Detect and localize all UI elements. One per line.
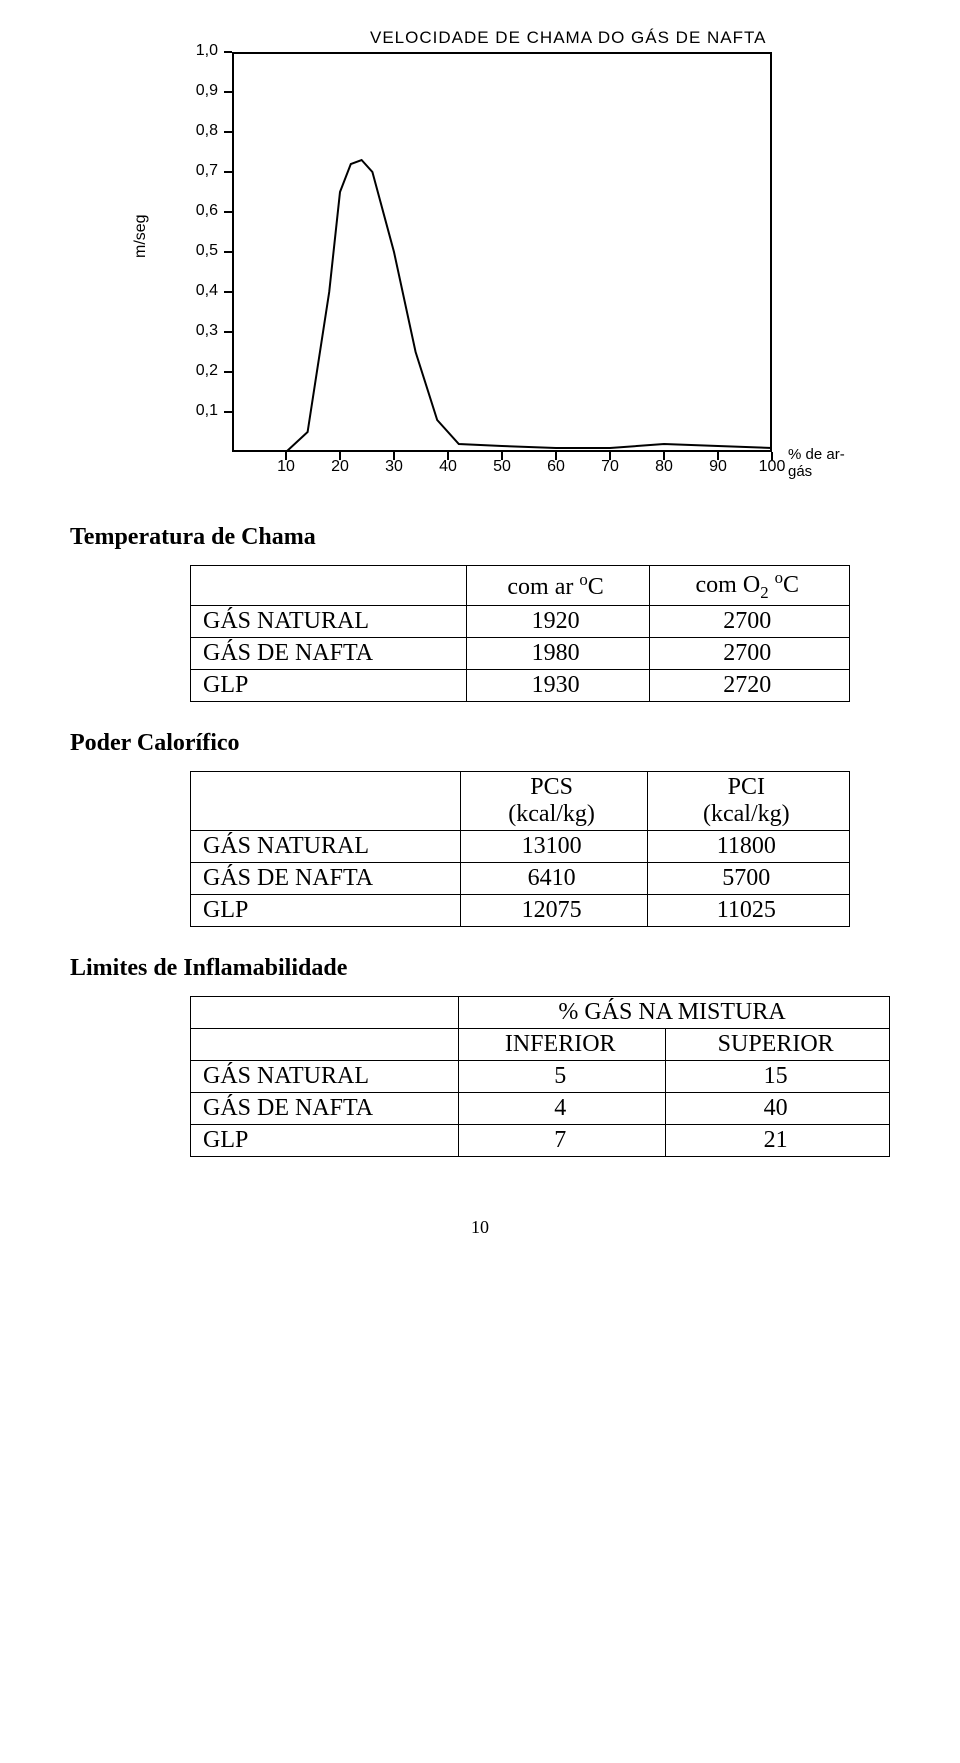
table-cell: 12075 — [460, 894, 647, 926]
table-cell: 2700 — [649, 605, 849, 637]
table-limites: % GÁS NA MISTURA INFERIOR SUPERIOR GÁS N… — [190, 996, 890, 1157]
table-row: GÁS DE NAFTA 1980 2700 — [191, 637, 850, 669]
table-header: SUPERIOR — [666, 1028, 890, 1060]
table-cell: GÁS DE NAFTA — [191, 862, 461, 894]
chart-curve — [232, 52, 772, 452]
chart-ytick-label: 0,4 — [174, 282, 218, 300]
table-poder-calorifico: PCS(kcal/kg) PCI(kcal/kg) GÁS NATURAL 13… — [190, 771, 850, 927]
table-row: GÁS DE NAFTA 6410 5700 — [191, 862, 850, 894]
table-cell: 5700 — [647, 862, 849, 894]
table-header: PCS(kcal/kg) — [460, 771, 647, 830]
chart-xtick-label: 40 — [433, 458, 463, 476]
table-cell — [191, 771, 461, 830]
table-cell: 15 — [666, 1060, 890, 1092]
table-cell — [191, 566, 467, 606]
table-cell: GÁS NATURAL — [191, 1060, 459, 1092]
table-header: com O2 oC — [649, 566, 849, 606]
table-cell: 2720 — [649, 669, 849, 701]
chart-title: VELOCIDADE DE CHAMA DO GÁS DE NAFTA — [370, 28, 766, 48]
table-row: GÁS DE NAFTA 4 40 — [191, 1092, 890, 1124]
chart-ytick-label: 0,7 — [174, 162, 218, 180]
table-row: GÁS NATURAL 5 15 — [191, 1060, 890, 1092]
table-cell: GÁS NATURAL — [191, 605, 467, 637]
table-cell — [191, 1028, 459, 1060]
heading-temperatura: Temperatura de Chama — [70, 524, 890, 551]
chart-xtick-label: 100 — [757, 458, 787, 476]
page-number: 10 — [70, 1217, 890, 1238]
table-cell: 7 — [459, 1124, 666, 1156]
table-row: GLP 12075 11025 — [191, 894, 850, 926]
chart-ytick-label: 0,5 — [174, 242, 218, 260]
chart-ylabel: m/seg — [132, 214, 150, 258]
chart-ytick-label: 0,3 — [174, 322, 218, 340]
table-cell: 40 — [666, 1092, 890, 1124]
table-row: GÁS NATURAL 13100 11800 — [191, 830, 850, 862]
table-header: PCI(kcal/kg) — [647, 771, 849, 830]
table-temperatura: com ar oC com O2 oC GÁS NATURAL 1920 270… — [190, 565, 850, 702]
chart-ytick-label: 0,8 — [174, 122, 218, 140]
table-header: com ar oC — [466, 566, 649, 606]
chart-xtick-label: 60 — [541, 458, 571, 476]
table-row: GLP 1930 2720 — [191, 669, 850, 701]
table-cell: 13100 — [460, 830, 647, 862]
chart-xtick-label: 80 — [649, 458, 679, 476]
chart-xtick-label: 10 — [271, 458, 301, 476]
table-cell: GLP — [191, 894, 461, 926]
table-cell: GÁS DE NAFTA — [191, 637, 467, 669]
heading-limites: Limites de Inflamabilidade — [70, 955, 890, 982]
chart-xtick-label: 90 — [703, 458, 733, 476]
chart-ytick-label: 0,6 — [174, 202, 218, 220]
table-cell: 1920 — [466, 605, 649, 637]
table-cell: 1930 — [466, 669, 649, 701]
table-header: INFERIOR — [459, 1028, 666, 1060]
table-cell: 11800 — [647, 830, 849, 862]
table-cell: 1980 — [466, 637, 649, 669]
table-cell: 2700 — [649, 637, 849, 669]
table-header: % GÁS NA MISTURA — [459, 996, 890, 1028]
chart-ytick-label: 0,2 — [174, 362, 218, 380]
chart-xlabel: % de ar-gás — [788, 446, 860, 480]
heading-poder-calorifico: Poder Calorífico — [70, 730, 890, 757]
chart-xtick-label: 70 — [595, 458, 625, 476]
chart-ytick-label: 0,1 — [174, 402, 218, 420]
table-cell: GLP — [191, 669, 467, 701]
chart-xtick-label: 30 — [379, 458, 409, 476]
chart-ytick-label: 1,0 — [174, 42, 218, 60]
table-cell — [191, 996, 459, 1028]
chart-xtick-label: 20 — [325, 458, 355, 476]
flame-speed-chart: VELOCIDADE DE CHAMA DO GÁS DE NAFTA m/se… — [160, 28, 860, 488]
chart-xtick-label: 50 — [487, 458, 517, 476]
table-cell: GLP — [191, 1124, 459, 1156]
table-cell: GÁS NATURAL — [191, 830, 461, 862]
table-row: GLP 7 21 — [191, 1124, 890, 1156]
table-cell: 21 — [666, 1124, 890, 1156]
table-cell: 5 — [459, 1060, 666, 1092]
chart-ytick-label: 0,9 — [174, 82, 218, 100]
table-cell: 11025 — [647, 894, 849, 926]
table-cell: 4 — [459, 1092, 666, 1124]
table-cell: 6410 — [460, 862, 647, 894]
table-cell: GÁS DE NAFTA — [191, 1092, 459, 1124]
table-row: GÁS NATURAL 1920 2700 — [191, 605, 850, 637]
